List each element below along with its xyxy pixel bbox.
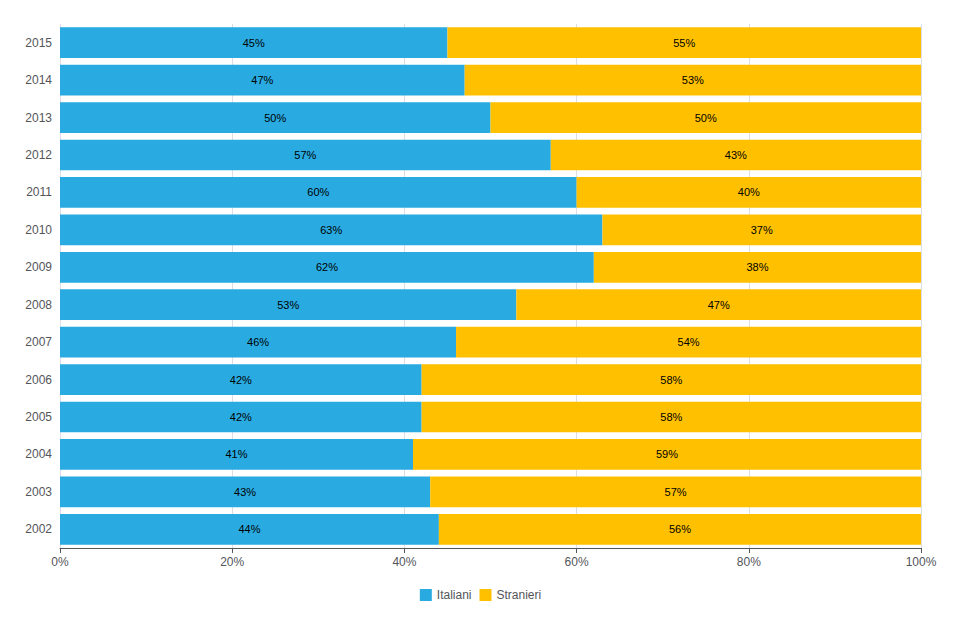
svg-text:2005: 2005 [25, 410, 52, 424]
svg-text:38%: 38% [746, 261, 768, 273]
svg-text:63%: 63% [320, 224, 342, 236]
svg-text:2013: 2013 [25, 111, 52, 125]
svg-text:44%: 44% [238, 523, 260, 535]
svg-text:2014: 2014 [25, 73, 52, 87]
svg-text:2009: 2009 [25, 260, 52, 274]
svg-text:Stranieri: Stranieri [497, 588, 542, 602]
svg-text:56%: 56% [669, 523, 691, 535]
svg-text:47%: 47% [708, 299, 730, 311]
svg-text:53%: 53% [682, 74, 704, 86]
svg-text:60%: 60% [307, 186, 329, 198]
svg-text:53%: 53% [277, 299, 299, 311]
svg-text:2007: 2007 [25, 335, 52, 349]
svg-text:46%: 46% [247, 336, 269, 348]
svg-text:37%: 37% [751, 224, 773, 236]
svg-text:54%: 54% [678, 336, 700, 348]
svg-text:100%: 100% [906, 555, 937, 569]
svg-text:2008: 2008 [25, 298, 52, 312]
svg-text:62%: 62% [316, 261, 338, 273]
svg-text:47%: 47% [251, 74, 273, 86]
svg-text:50%: 50% [264, 112, 286, 124]
svg-text:2003: 2003 [25, 485, 52, 499]
svg-text:42%: 42% [230, 374, 252, 386]
svg-text:40%: 40% [738, 186, 760, 198]
svg-text:58%: 58% [660, 411, 682, 423]
svg-text:45%: 45% [243, 37, 265, 49]
svg-text:2012: 2012 [25, 148, 52, 162]
svg-text:0%: 0% [51, 555, 69, 569]
svg-text:43%: 43% [234, 486, 256, 498]
svg-text:40%: 40% [392, 555, 416, 569]
svg-text:42%: 42% [230, 411, 252, 423]
svg-text:Italiani: Italiani [437, 588, 472, 602]
svg-text:2010: 2010 [25, 223, 52, 237]
svg-text:58%: 58% [660, 374, 682, 386]
svg-text:59%: 59% [656, 448, 678, 460]
svg-text:41%: 41% [225, 448, 247, 460]
svg-text:43%: 43% [725, 149, 747, 161]
svg-text:80%: 80% [737, 555, 761, 569]
svg-text:2002: 2002 [25, 522, 52, 536]
svg-text:57%: 57% [294, 149, 316, 161]
svg-text:55%: 55% [673, 37, 695, 49]
svg-text:60%: 60% [565, 555, 589, 569]
svg-text:2011: 2011 [26, 185, 52, 199]
svg-text:50%: 50% [695, 112, 717, 124]
svg-text:20%: 20% [220, 555, 244, 569]
svg-text:2015: 2015 [25, 36, 52, 50]
svg-text:57%: 57% [665, 486, 687, 498]
svg-text:2006: 2006 [25, 373, 52, 387]
svg-text:2004: 2004 [25, 447, 52, 461]
